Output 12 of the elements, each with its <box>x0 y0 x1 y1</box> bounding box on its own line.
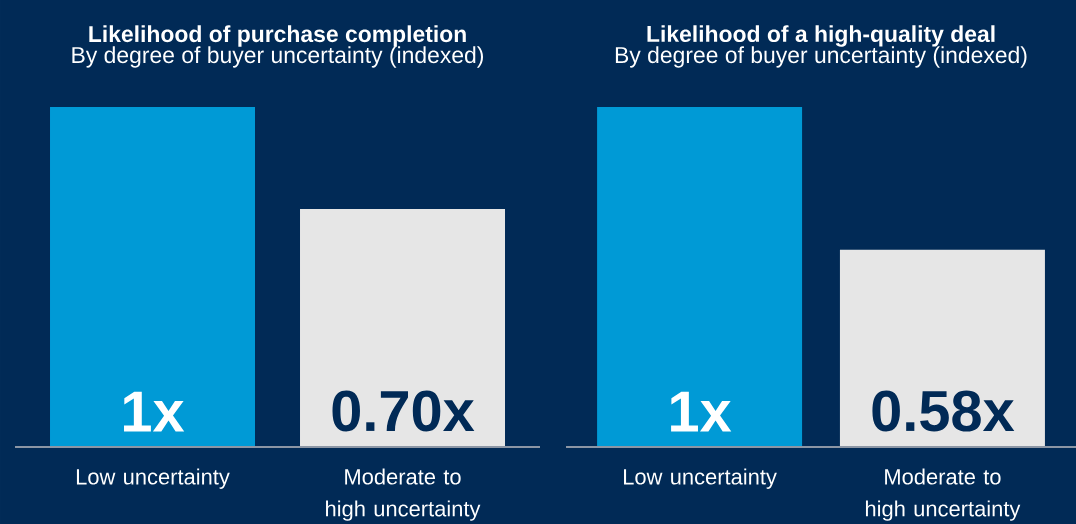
chart-subtitle: By degree of buyer uncertainty (indexed) <box>72 46 484 68</box>
chart-subtitle: By degree of buyer uncertainty (indexed) <box>615 46 1027 68</box>
x-tick-label: Low uncertainty <box>76 468 230 489</box>
chart-title: Likelihood of a high-quality deal <box>647 25 995 47</box>
data-label: 1x <box>671 391 732 432</box>
x-tick-label: Moderate to high uncertainty <box>326 468 481 521</box>
x-tick-label: Low uncertainty <box>624 468 777 489</box>
x-tick-label: Moderate to high uncertainty <box>865 468 1021 521</box>
data-label: 1x <box>124 391 185 432</box>
data-label: 0.70x <box>332 390 475 432</box>
data-label: 0.58x <box>872 390 1015 432</box>
chart-title: Likelihood of purchase completion <box>89 25 466 47</box>
